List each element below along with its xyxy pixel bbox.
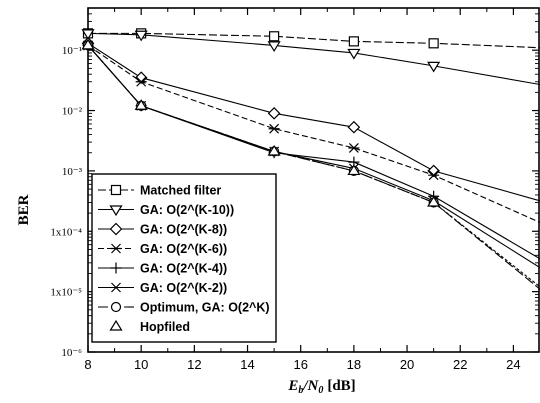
- x-tick-label: 18: [347, 357, 361, 372]
- data-point: [134, 71, 148, 85]
- data-point: [81, 29, 95, 41]
- x-axis-label-unit: [dB]: [327, 378, 355, 394]
- data-point: [348, 143, 360, 153]
- y-tick-label: 1x10⁻⁵: [50, 287, 82, 299]
- data-point: [348, 36, 359, 47]
- legend-item: Hopfiled: [109, 319, 190, 334]
- data-point: [267, 106, 281, 120]
- x-axis-label-slash: /N: [302, 378, 319, 394]
- x-tick-label: 16: [293, 357, 307, 372]
- y-tick-label: 10⁻⁶: [61, 347, 82, 359]
- y-tick-label: 10⁻³: [62, 166, 83, 178]
- y-tick-label: 10⁻²: [62, 106, 83, 118]
- legend-marker: [109, 222, 123, 236]
- legend-label: GA: O(2^(K-2)): [140, 281, 227, 295]
- legend-marker: [109, 319, 123, 331]
- legend-box: [91, 173, 277, 343]
- series-8: [81, 38, 540, 288]
- data-point: [427, 164, 440, 178]
- x-tick-label: 14: [240, 357, 254, 372]
- x-axis-label-sub2: 0: [318, 385, 323, 396]
- series-line: [87, 45, 540, 288]
- data-point: [134, 30, 148, 42]
- legend-item: GA: O(2^(K-8)): [98, 223, 227, 237]
- x-tick-label: 20: [400, 357, 414, 372]
- legend-marker: [110, 262, 122, 274]
- legend: Matched filter GA: O(2^(K-10)) GA: O(2^(K-…: [91, 173, 277, 343]
- data-point: [267, 41, 281, 53]
- data-point: [347, 164, 361, 176]
- legend-item: Matched filter: [98, 184, 221, 198]
- legend-label: Matched filter: [140, 184, 221, 198]
- y-tick-label: 1x10⁻⁴: [50, 226, 82, 238]
- legend-marker: [109, 205, 123, 217]
- x-axis-label-main: E: [287, 378, 298, 394]
- legend-item: GA: O(2^(K-10)): [98, 203, 234, 217]
- legend-item: Optimum, GA: O(2^K): [98, 301, 270, 315]
- series-line: [87, 32, 540, 86]
- x-axis-label: Eb/N0 [dB]: [287, 378, 355, 396]
- legend-label: GA: O(2^(K-8)): [140, 223, 227, 237]
- data-point: [347, 48, 361, 60]
- legend-label: GA: O(2^(K-10)): [140, 203, 234, 217]
- data-point: [347, 120, 361, 134]
- legend-label: Hopfiled: [140, 320, 190, 334]
- data-point: [268, 123, 280, 134]
- data-point: [427, 61, 441, 73]
- series-lines: [81, 28, 540, 290]
- legend-label: GA: O(2^(K-4)): [140, 262, 227, 276]
- data-point: [427, 195, 441, 207]
- plot-frame: [87, 7, 540, 353]
- legend-marker: [110, 243, 122, 254]
- legend-label: Optimum, GA: O(2^K): [140, 301, 270, 315]
- x-tick-label: 8: [84, 357, 91, 372]
- x-tick-label: 24: [506, 357, 520, 372]
- y-tick-label: 10⁻¹: [62, 45, 82, 57]
- series-2: [81, 29, 540, 86]
- data-point: [269, 31, 280, 42]
- legend-item: GA: O(2^(K-6)): [98, 242, 227, 256]
- series-line: [87, 44, 540, 223]
- x-tick-label: 12: [187, 357, 201, 372]
- data-point: [134, 99, 148, 110]
- legend-marker: [110, 184, 122, 196]
- legend-marker: [110, 301, 122, 313]
- legend-item: GA: O(2^(K-4)): [98, 262, 227, 276]
- x-tick-label: 10: [134, 357, 148, 372]
- tick-labels: 8 10 12 14 16 18 20 22 24 10⁻¹ 10⁻² 10⁻³ 1x10⁻⁴ 1x10⁻…: [50, 45, 520, 372]
- x-axis-label-sub1: b: [298, 385, 303, 396]
- series-3: [81, 36, 540, 202]
- data-point: [428, 38, 439, 49]
- series-1: [82, 28, 540, 49]
- legend-item: GA: O(2^(K-2)): [98, 281, 227, 295]
- data-point: [135, 76, 147, 87]
- legend-marker: [111, 282, 121, 293]
- x-tick-label: 22: [453, 357, 467, 372]
- series-line: [88, 32, 540, 49]
- data-point: [81, 38, 95, 50]
- data-point: [267, 144, 281, 156]
- series-line: [87, 42, 540, 202]
- data-point: [428, 170, 440, 181]
- y-axis-label: BER: [16, 194, 32, 225]
- legend-label: GA: O(2^(K-6)): [140, 242, 227, 256]
